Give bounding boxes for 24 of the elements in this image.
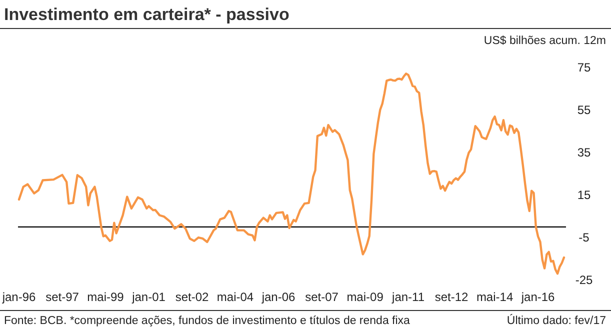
y-tick-label: 35: [577, 146, 591, 160]
text: Último dado: fev/17: [506, 314, 606, 327]
y-tick-label: 55: [577, 103, 591, 118]
x-tick-label: set-12: [434, 290, 469, 304]
x-tick-label: mai-09: [346, 290, 384, 304]
x-tick-label: mai-99: [87, 290, 124, 304]
x-tick-label: set-07: [305, 290, 339, 304]
x-tick-label: jan-06: [260, 290, 296, 304]
y-tick-label: 15: [577, 188, 591, 202]
x-tick-label: jan-96: [1, 290, 36, 304]
y-tick-label: -25: [575, 273, 593, 287]
x-tick-label: jan-16: [520, 290, 556, 304]
x-tick-label: jan-11: [391, 290, 425, 304]
x-tick-label: jan-01: [131, 290, 166, 304]
x-tick-label: mai-04: [216, 290, 254, 304]
x-tick-label: set-97: [46, 290, 80, 304]
y-tick-label: -5: [578, 230, 590, 245]
source-note: Fonte: BCB. *compreende ações, fundos de investimento e títulos de renda fixa: [4, 315, 411, 327]
x-tick-label: mai-14: [476, 290, 514, 304]
x-tick-label: set-02: [175, 290, 210, 304]
y-axis-title: US$ bilhões acum. 12m: [484, 35, 606, 47]
y-tick-label: 75: [577, 60, 591, 75]
line-series: [18, 72, 566, 275]
chart-title: Investimento em carteira* - passivo: [4, 5, 290, 24]
